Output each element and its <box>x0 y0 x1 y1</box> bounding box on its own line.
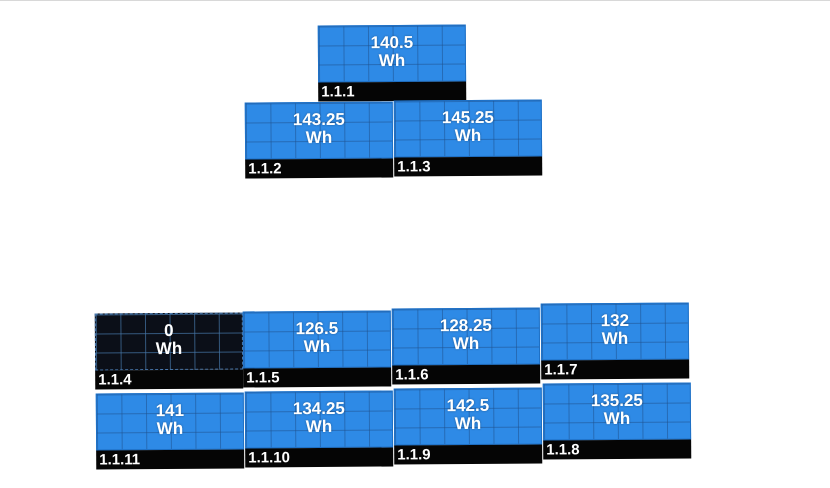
panel-label-bar: 1.1.9 <box>394 444 543 465</box>
panel-energy-value: 132 <box>600 310 630 331</box>
panel-energy-unit: Wh <box>601 328 629 349</box>
panel-energy-unit: Wh <box>305 127 333 148</box>
panel-energy-value: 145.25 <box>441 107 494 128</box>
panel-energy-unit: Wh <box>603 408 631 429</box>
panel-label-bar: 1.1.4 <box>95 369 244 390</box>
panel-id: 1.1.10 <box>248 449 290 467</box>
panel-energy-unit: Wh <box>452 333 480 354</box>
panel-label-bar: 1.1.3 <box>394 156 543 177</box>
solar-panel-off[interactable]: 0 Wh 1.1.4 <box>94 312 244 390</box>
panel-id: 1.1.4 <box>98 371 132 389</box>
panel-label-bar: 1.1.10 <box>245 447 394 468</box>
panel-energy-unit: Wh <box>303 336 331 357</box>
panel-energy-value: 141 <box>155 400 185 421</box>
panel-id: 1.1.11 <box>99 451 141 469</box>
panel-id: 1.1.6 <box>395 366 429 384</box>
solar-panel[interactable]: 132 Wh 1.1.7 <box>540 302 690 380</box>
panel-energy-value: 0 <box>164 320 174 341</box>
panel-energy-value: 134.25 <box>292 398 345 419</box>
solar-panel[interactable]: 126.5 Wh 1.1.5 <box>242 310 392 388</box>
panel-energy-value: 126.5 <box>295 318 339 339</box>
panel-energy-value: 142.5 <box>446 395 490 416</box>
panel-id: 1.1.2 <box>248 160 282 178</box>
panel-id: 1.1.9 <box>397 446 431 464</box>
panel-energy-unit: Wh <box>155 338 183 359</box>
solar-panel[interactable]: 135.25 Wh 1.1.8 <box>542 382 692 460</box>
panel-id: 1.1.7 <box>544 361 578 379</box>
panel-label-bar: 1.1.7 <box>541 359 690 380</box>
top-border <box>0 0 830 1</box>
panel-label-bar: 1.1.1 <box>318 81 467 102</box>
panel-energy-unit: Wh <box>454 125 482 146</box>
panel-id: 1.1.8 <box>546 441 580 459</box>
panel-label-bar: 1.1.2 <box>245 158 394 179</box>
panel-energy-value: 140.5 <box>370 32 414 53</box>
solar-panel[interactable]: 141 Wh 1.1.11 <box>95 392 245 470</box>
panel-id: 1.1.1 <box>321 83 355 101</box>
solar-panel[interactable]: 143.25 Wh 1.1.2 <box>244 101 394 179</box>
solar-panel[interactable]: 128.25 Wh 1.1.6 <box>391 307 541 385</box>
panel-label-bar: 1.1.6 <box>392 364 541 385</box>
panel-energy-unit: Wh <box>305 416 333 437</box>
panel-label-bar: 1.1.5 <box>243 367 392 388</box>
solar-panel[interactable]: 142.5 Wh 1.1.9 <box>393 387 543 465</box>
panel-id: 1.1.3 <box>397 158 431 176</box>
panel-energy-value: 135.25 <box>590 390 643 411</box>
panel-label-bar: 1.1.8 <box>543 439 692 460</box>
panel-energy-unit: Wh <box>378 50 406 71</box>
panel-energy-value: 128.25 <box>439 315 492 336</box>
panel-energy-unit: Wh <box>156 418 184 439</box>
panel-energy-value: 143.25 <box>292 109 345 130</box>
panel-label-bar: 1.1.11 <box>96 449 245 470</box>
panel-id: 1.1.5 <box>246 369 280 387</box>
solar-panel[interactable]: 140.5 Wh 1.1.1 <box>317 24 467 102</box>
solar-panel[interactable]: 145.25 Wh 1.1.3 <box>393 99 543 177</box>
solar-panel[interactable]: 134.25 Wh 1.1.10 <box>244 390 394 468</box>
panel-energy-unit: Wh <box>454 413 482 434</box>
